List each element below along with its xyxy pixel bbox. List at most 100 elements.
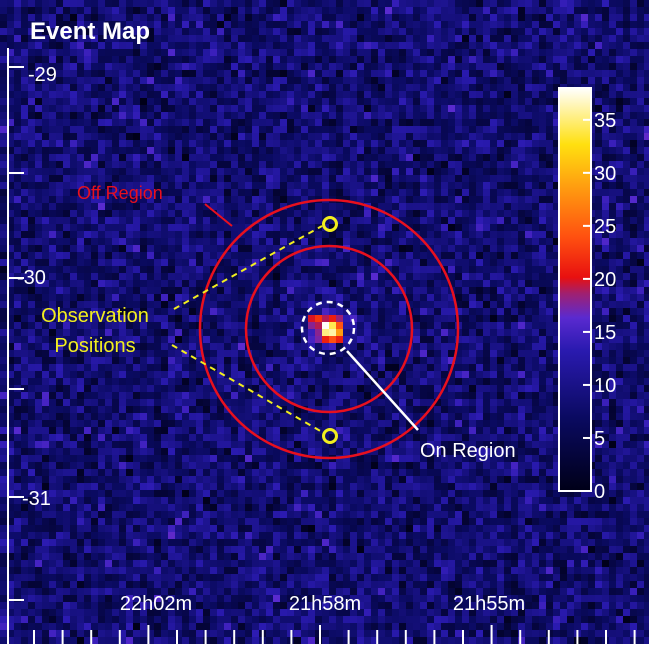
event-count-pixel: [203, 182, 210, 189]
event-count-pixel: [644, 56, 649, 63]
event-count-pixel: [35, 210, 42, 217]
event-count-pixel: [441, 126, 448, 133]
event-count-pixel: [154, 371, 161, 378]
event-count-pixel: [483, 154, 490, 161]
event-count-pixel: [518, 84, 525, 91]
event-count-pixel: [378, 189, 385, 196]
event-count-pixel: [455, 280, 462, 287]
event-count-pixel: [581, 77, 588, 84]
event-count-pixel: [14, 49, 21, 56]
event-count-pixel: [371, 315, 378, 322]
event-count-pixel: [196, 203, 203, 210]
event-count-pixel: [329, 224, 336, 231]
event-count-pixel: [63, 224, 70, 231]
event-count-pixel: [154, 161, 161, 168]
event-count-pixel: [189, 28, 196, 35]
event-count-pixel: [203, 308, 210, 315]
event-count-pixel: [595, 84, 602, 91]
event-count-pixel: [280, 259, 287, 266]
event-count-pixel: [371, 322, 378, 329]
event-count-pixel: [98, 224, 105, 231]
event-count-pixel: [119, 252, 126, 259]
event-count-pixel: [399, 175, 406, 182]
event-count-pixel: [525, 364, 532, 371]
event-count-pixel: [301, 49, 308, 56]
event-count-pixel: [224, 119, 231, 126]
event-count-pixel: [476, 280, 483, 287]
event-count-pixel: [273, 273, 280, 280]
event-count-pixel: [511, 315, 518, 322]
event-count-pixel: [224, 343, 231, 350]
event-count-pixel: [483, 140, 490, 147]
event-count-pixel: [70, 133, 77, 140]
event-count-pixel: [273, 7, 280, 14]
event-count-pixel: [91, 70, 98, 77]
event-count-pixel: [602, 21, 609, 28]
event-count-pixel: [511, 322, 518, 329]
event-count-pixel: [77, 133, 84, 140]
event-count-pixel: [294, 182, 301, 189]
event-count-pixel: [462, 294, 469, 301]
event-count-pixel: [168, 343, 175, 350]
event-count-pixel: [0, 196, 7, 203]
event-count-pixel: [336, 21, 343, 28]
event-count-pixel: [609, 315, 616, 322]
event-count-pixel: [322, 350, 329, 357]
event-count-pixel: [476, 70, 483, 77]
event-count-pixel: [448, 98, 455, 105]
event-count-pixel: [91, 7, 98, 14]
event-count-pixel: [448, 301, 455, 308]
event-count-pixel: [91, 168, 98, 175]
event-count-pixel: [595, 98, 602, 105]
event-count-pixel: [497, 49, 504, 56]
event-count-pixel: [518, 21, 525, 28]
event-count-pixel: [343, 154, 350, 161]
event-count-pixel: [490, 231, 497, 238]
event-count-pixel: [595, 140, 602, 147]
event-count-pixel: [539, 196, 546, 203]
event-count-pixel: [399, 161, 406, 168]
event-count-pixel: [511, 7, 518, 14]
event-count-pixel: [238, 294, 245, 301]
event-count-pixel: [511, 203, 518, 210]
event-count-pixel: [63, 28, 70, 35]
event-count-pixel: [315, 63, 322, 70]
event-count-pixel: [371, 175, 378, 182]
event-count-pixel: [308, 56, 315, 63]
event-count-pixel: [637, 63, 644, 70]
event-count-pixel: [91, 343, 98, 350]
event-count-pixel: [546, 56, 553, 63]
event-count-pixel: [476, 161, 483, 168]
event-count-pixel: [364, 7, 371, 14]
event-count-pixel: [154, 28, 161, 35]
event-count-pixel: [119, 322, 126, 329]
event-count-pixel: [518, 238, 525, 245]
event-count-pixel: [140, 336, 147, 343]
event-count-pixel: [35, 196, 42, 203]
event-count-pixel: [210, 217, 217, 224]
event-count-pixel: [161, 126, 168, 133]
event-count-pixel: [252, 350, 259, 357]
event-count-pixel: [511, 245, 518, 252]
event-count-pixel: [140, 231, 147, 238]
event-count-pixel: [343, 350, 350, 357]
event-count-pixel: [371, 364, 378, 371]
event-count-pixel: [378, 49, 385, 56]
event-count-pixel: [546, 252, 553, 259]
event-count-pixel: [196, 273, 203, 280]
event-count-pixel: [497, 14, 504, 21]
event-count-pixel: [357, 112, 364, 119]
event-count-pixel: [623, 7, 630, 14]
event-count-pixel: [266, 70, 273, 77]
event-count-pixel: [35, 0, 42, 7]
event-count-pixel: [539, 322, 546, 329]
event-count-pixel: [462, 56, 469, 63]
event-count-pixel: [357, 182, 364, 189]
event-count-pixel: [105, 140, 112, 147]
event-count-pixel: [42, 308, 49, 315]
event-count-pixel: [0, 126, 7, 133]
event-count-pixel: [364, 161, 371, 168]
event-count-pixel: [224, 210, 231, 217]
event-count-pixel: [63, 231, 70, 238]
event-count-pixel: [0, 70, 7, 77]
